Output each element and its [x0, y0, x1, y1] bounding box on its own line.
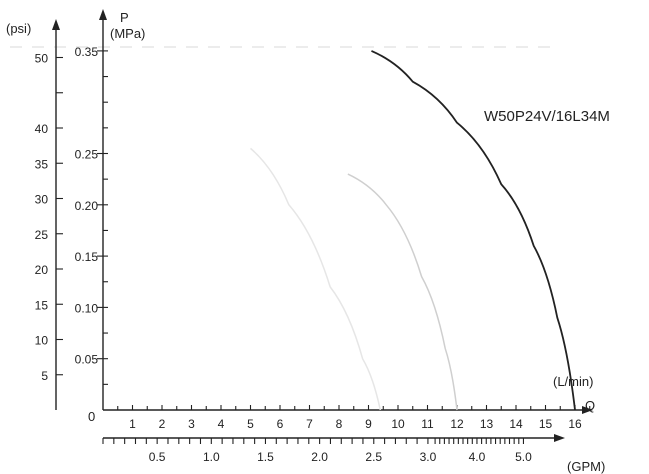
- psi-tick-label: 20: [35, 263, 49, 277]
- flow-unit-label: (L/min): [553, 374, 593, 389]
- gpm-tick-label: 1.5: [257, 450, 274, 464]
- flow-tick-label: 9: [365, 417, 372, 431]
- labels: W50P24V/16L34M (psi) P (MPa) (L/min) Q (…: [6, 10, 610, 474]
- gpm-tick-label: 0.5: [149, 450, 166, 464]
- mpa-unit-label: (MPa): [110, 26, 145, 41]
- psi-tick-label: 25: [35, 228, 49, 242]
- psi-tick-label: 35: [35, 157, 49, 171]
- gpm-tick-label: 2.5: [365, 450, 382, 464]
- mpa-tick-label: 0.20: [75, 199, 99, 213]
- flow-tick-label: 7: [306, 417, 313, 431]
- flow-symbol: Q: [585, 398, 595, 413]
- gpm-unit-label: (GPM): [567, 459, 605, 474]
- chart-title: W50P24V/16L34M: [484, 108, 610, 125]
- performance-curve-3: [250, 147, 382, 411]
- curves: [250, 50, 576, 411]
- pressure-axis-arrow: [99, 9, 107, 20]
- mpa-tick-label: 0.15: [75, 250, 99, 264]
- flow-tick-label: 11: [421, 417, 434, 431]
- mpa-tick-label: 0.35: [75, 45, 99, 59]
- flow-axis-arrow: [582, 406, 593, 414]
- mpa-tick-label: 0.25: [75, 148, 99, 162]
- psi-tick-label: 40: [35, 122, 49, 136]
- flow-tick-label: 16: [568, 417, 582, 431]
- gpm-axis-arrow: [554, 434, 565, 442]
- gpm-tick-label: 2.0: [311, 450, 328, 464]
- flow-tick-label: 10: [391, 417, 405, 431]
- flow-tick-label: 13: [480, 417, 494, 431]
- origin-label: 0: [88, 409, 95, 424]
- gpm-tick-label: 3.0: [420, 450, 437, 464]
- psi-unit-label: (psi): [6, 21, 31, 36]
- psi-tick-label: 10: [35, 334, 49, 348]
- flow-tick-label: 12: [450, 417, 464, 431]
- gpm-tick-label: 5.0: [515, 450, 532, 464]
- flow-tick-label: 14: [509, 417, 523, 431]
- pressure-symbol: P: [120, 10, 129, 25]
- flow-tick-label: 3: [188, 417, 195, 431]
- psi-tick-label: 50: [35, 52, 49, 66]
- flow-tick-label: 2: [159, 417, 166, 431]
- flow-tick-label: 15: [539, 417, 553, 431]
- mpa-tick-label: 0.10: [75, 301, 99, 315]
- gpm-tick-label: 1.0: [203, 450, 220, 464]
- psi-tick-label: 15: [35, 298, 49, 312]
- flow-tick-label: 4: [218, 417, 225, 431]
- psi-tick-label: 30: [35, 193, 49, 207]
- mpa-tick-label: 0.05: [75, 353, 99, 367]
- psi-axis-arrow: [52, 19, 60, 30]
- performance-curve-1: [371, 50, 576, 411]
- flow-tick-label: 8: [336, 417, 343, 431]
- axes: [10, 9, 593, 444]
- performance-curve-2: [347, 173, 458, 411]
- psi-tick-label: 5: [41, 369, 48, 383]
- gpm-tick-label: 4.0: [469, 450, 486, 464]
- flow-tick-label: 5: [247, 417, 254, 431]
- flow-tick-label: 6: [277, 417, 284, 431]
- flow-tick-label: 1: [129, 417, 136, 431]
